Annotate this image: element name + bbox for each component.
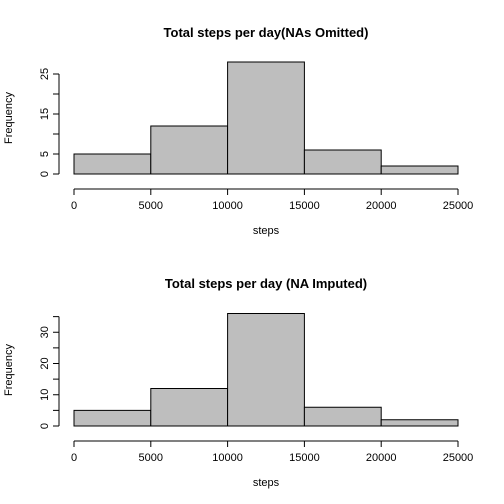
- y-axis-label: Frequency: [3, 344, 15, 396]
- x-tick-label: 5000: [139, 452, 163, 464]
- y-axis: 0 10 20 30: [39, 316, 60, 429]
- histogram-panel-omitted: Total steps per day(NAs Omitted) 0 5000 10…: [3, 25, 473, 237]
- x-axis-label: steps: [253, 477, 280, 489]
- histogram-bar-3: [303, 149, 382, 175]
- y-tick-label: 5: [39, 151, 51, 157]
- y-tick-label: 0: [39, 171, 51, 177]
- x-axis: 0 5000 10000 15000 20000 25000: [71, 440, 474, 464]
- x-tick-label: 10000: [212, 200, 243, 212]
- x-tick-label: 0: [71, 200, 77, 212]
- y-tick-label: 25: [39, 68, 51, 80]
- histogram-bar-4: [380, 165, 459, 175]
- x-tick-label: 15000: [289, 200, 320, 212]
- histogram-bar-1: [150, 125, 229, 175]
- histogram-bar-4: [380, 419, 459, 427]
- y-axis-label: Frequency: [3, 92, 15, 144]
- x-tick-label: 15000: [289, 452, 320, 464]
- histogram-bar-2: [227, 313, 305, 427]
- x-axis-label: steps: [253, 225, 280, 237]
- histogram-bar-0: [73, 409, 152, 427]
- y-tick-label: 20: [39, 357, 51, 369]
- y-tick-label: 0: [39, 423, 51, 429]
- x-axis: 0 5000 10000 15000 20000 25000: [71, 188, 474, 212]
- y-tick-label: 10: [39, 389, 51, 401]
- x-tick-label: 20000: [366, 452, 397, 464]
- x-tick-label: 20000: [366, 200, 397, 212]
- histogram-bar-0: [73, 153, 152, 175]
- histogram-bars: [73, 313, 459, 427]
- x-tick-label: 0: [71, 452, 77, 464]
- x-tick-label: 25000: [443, 200, 474, 212]
- histogram-panel-imputed: Total steps per day (NA Imputed) 0 5000 10…: [3, 276, 473, 489]
- histogram-bar-3: [303, 406, 382, 427]
- x-tick-label: 25000: [443, 452, 474, 464]
- chart-title: Total steps per day (NA Imputed): [165, 276, 367, 291]
- histogram-bar-1: [150, 388, 229, 427]
- y-tick-label: 30: [39, 326, 51, 338]
- y-tick-label: 15: [39, 108, 51, 120]
- histogram-bar-2: [227, 61, 305, 175]
- y-axis: 0 5 15 25: [39, 68, 60, 177]
- x-tick-label: 10000: [212, 452, 243, 464]
- x-tick-label: 5000: [139, 200, 163, 212]
- chart-title: Total steps per day(NAs Omitted): [164, 25, 369, 40]
- histogram-bars: [73, 61, 459, 175]
